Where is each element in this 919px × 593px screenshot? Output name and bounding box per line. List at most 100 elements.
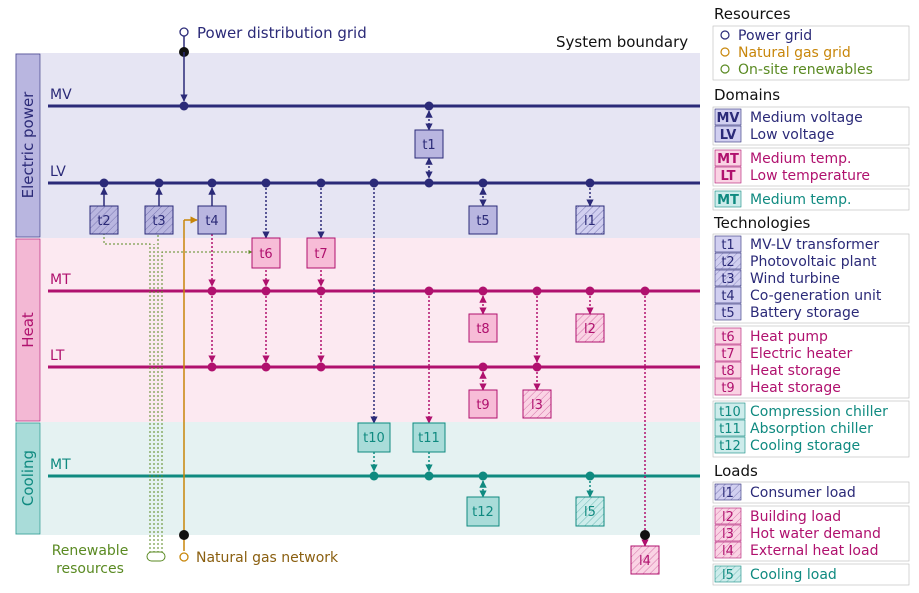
legend-heat-loads-box	[712, 505, 910, 562]
legend-cool-loads-box	[712, 563, 910, 586]
system-boundary-label: System boundary	[556, 33, 688, 51]
legend-t8-label: Heat storage	[750, 363, 841, 379]
legend-t8-swatch	[714, 361, 742, 379]
junction-dot	[99, 178, 109, 188]
t8-box	[468, 313, 498, 343]
legend-l5-code: l5	[722, 568, 734, 583]
junction-dot	[369, 471, 379, 481]
legend-l3-hatch	[715, 525, 741, 541]
legend-heat-domains-box	[712, 147, 910, 187]
legend-cool-tech-box	[712, 400, 910, 458]
legend-t9-swatch	[714, 378, 742, 396]
legend-t5-code: t5	[721, 306, 734, 321]
external-heat-connection-point	[640, 530, 650, 540]
junction-dot	[640, 286, 650, 296]
t5-box	[468, 205, 498, 235]
heat-lt-bus-label: LT	[50, 348, 65, 364]
junction-dot	[261, 286, 271, 296]
legend-heat-mt-code: MT	[717, 152, 739, 167]
junction-dot	[424, 101, 434, 111]
legend-cool-domains-box	[712, 188, 910, 211]
junction-dot	[532, 362, 542, 372]
legend-t12-code: t12	[719, 439, 741, 454]
t6-box	[251, 237, 281, 269]
electric-nodes: t1 t2 t3 t4 t5 l1	[89, 129, 605, 235]
t7-label: t7	[314, 247, 327, 262]
legend-t4-label: Co-generation unit	[750, 288, 882, 304]
heat-domain-tab	[15, 238, 41, 422]
junction-dot	[478, 362, 488, 372]
legend-lv-label: Low voltage	[750, 127, 834, 143]
legend-l5-hatch	[715, 566, 741, 582]
power-grid-source-icon	[179, 27, 189, 37]
legend-gas-label: Natural gas grid	[738, 45, 851, 61]
legend-t4-swatch	[714, 286, 742, 304]
t11-box	[412, 422, 446, 453]
l3-hatch	[523, 390, 551, 418]
renewables-label-line2: resources	[56, 561, 124, 577]
power-grid-label: Power distribution grid	[197, 24, 367, 42]
legend-t7-swatch	[714, 344, 742, 362]
t2-label: t2	[97, 214, 110, 229]
legend-t11-swatch	[714, 419, 746, 437]
t3-hatch	[145, 206, 173, 234]
renewable-lines	[103, 234, 253, 553]
gas-connection-point	[179, 530, 189, 540]
junction-dot	[478, 286, 488, 296]
legend-l1-code: l1	[722, 486, 734, 501]
legend-gas-icon	[720, 47, 730, 57]
legend-t12-swatch	[714, 436, 746, 454]
legend-mv-label: Medium voltage	[750, 110, 863, 126]
legend-t1-swatch	[714, 235, 742, 253]
lv-bus-label: LV	[50, 164, 66, 180]
t9-box	[468, 389, 498, 419]
legend-l3-code: l3	[722, 527, 734, 542]
junction-dot	[585, 286, 595, 296]
heat-junctions	[207, 286, 650, 372]
legend-t10-code: t10	[719, 405, 741, 420]
legend-t2-label: Photovoltaic plant	[750, 254, 877, 270]
renewable-pv-line	[103, 234, 151, 553]
electric-domain-tab	[15, 53, 41, 238]
legend-lv-code: LV	[720, 128, 737, 143]
t4-box	[197, 205, 227, 235]
legend-cool-mt-code: MT	[717, 193, 739, 208]
junction-dot	[261, 362, 271, 372]
legend-t12-label: Cooling storage	[750, 438, 860, 454]
legend-t5-label: Battery storage	[750, 305, 859, 321]
legend-mv-swatch	[714, 108, 742, 126]
cooling-nodes: t10 t11 t12 l5	[357, 422, 605, 527]
legend-t10-label: Compression chiller	[750, 404, 888, 420]
t4-label: t4	[205, 214, 218, 229]
legend-tech-cooling: t10 Compression chiller t11 Absorption c…	[714, 402, 888, 454]
t1-label: t1	[422, 138, 435, 153]
t11-label: t11	[418, 431, 440, 446]
legend-electric-domains-box	[712, 106, 910, 146]
renewable-source-icon	[146, 551, 166, 562]
electric-domain-label: Electric power	[19, 91, 37, 199]
junction-dot	[207, 286, 217, 296]
legend-technologies-title: Technologies	[713, 214, 811, 232]
legend-t2-code: t2	[721, 255, 734, 270]
renewable-heatpump-line	[161, 250, 253, 553]
legend-cool-mt-label: Medium temp.	[750, 192, 852, 208]
legend-heat-lt-label: Low temperature	[750, 168, 870, 184]
legend-l4-label: External heat load	[750, 543, 878, 559]
junction-dot	[154, 178, 164, 188]
legend-l1-label: Consumer load	[750, 485, 856, 501]
t5-label: t5	[476, 214, 489, 229]
legend-l2-label: Building load	[750, 509, 841, 525]
t10-box	[357, 422, 391, 453]
legend-resources-title: Resources	[714, 5, 791, 23]
t2-hatch	[90, 206, 118, 234]
gas-network-label: Natural gas network	[196, 550, 339, 566]
l5-hatch	[576, 497, 604, 526]
l1-label: l1	[584, 214, 596, 229]
junction-dot	[316, 286, 326, 296]
heat-nodes: t6 t7 t8 l2 t9 l3 l4	[251, 237, 660, 575]
t3-label: t3	[152, 214, 165, 229]
junction-dot	[316, 178, 326, 188]
gas-source-icon	[179, 552, 189, 562]
t6-label: t6	[259, 247, 272, 262]
electric-junctions	[99, 101, 595, 188]
